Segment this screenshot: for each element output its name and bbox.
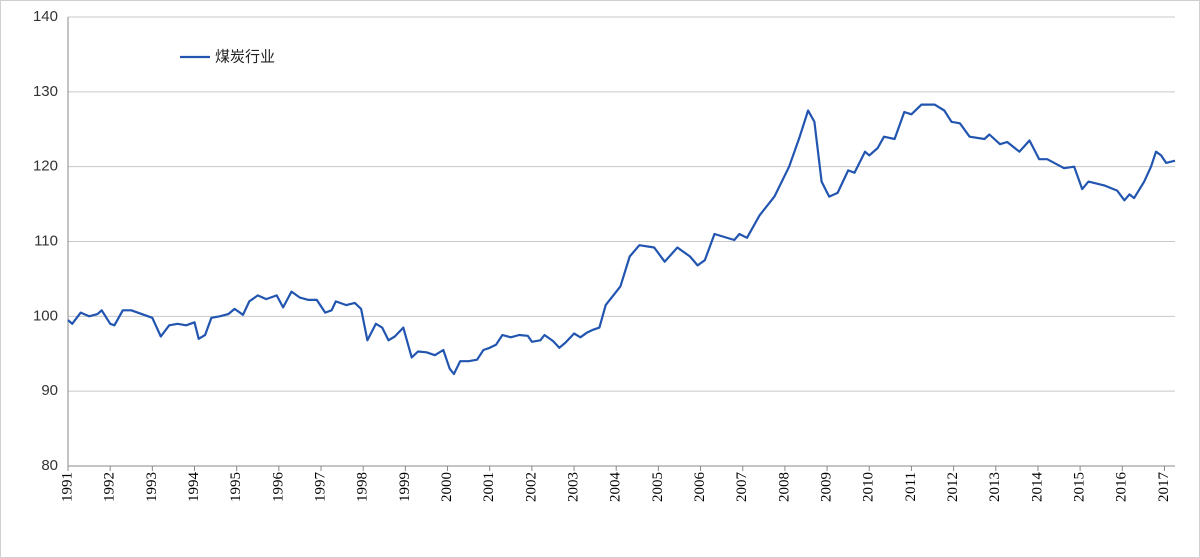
x-tick-label: 1991 <box>59 472 75 502</box>
x-tick-label: 2015 <box>1072 472 1088 502</box>
x-tick-label: 2011 <box>903 472 919 501</box>
x-tick-label: 2010 <box>861 472 877 502</box>
x-tick-label: 2008 <box>776 472 792 502</box>
x-tick-label: 2013 <box>987 472 1003 502</box>
y-tick-label: 110 <box>34 232 58 249</box>
x-tick-label: 1992 <box>102 472 118 502</box>
x-tick-label: 2005 <box>650 472 666 502</box>
y-tick-label: 80 <box>41 457 58 474</box>
x-tick-label: 2001 <box>481 472 497 502</box>
legend-label: 煤炭行业 <box>215 48 275 66</box>
y-tick-label: 140 <box>33 8 58 25</box>
x-tick-label: 1998 <box>355 472 371 502</box>
y-tick-label: 130 <box>33 83 58 100</box>
x-tick-label: 1999 <box>397 472 413 502</box>
x-tick-label: 2003 <box>565 472 581 502</box>
x-tick-label: 1997 <box>312 472 328 503</box>
x-tick-label: 2009 <box>819 472 835 502</box>
x-tick-label: 2006 <box>692 472 708 503</box>
y-tick-label: 120 <box>33 158 58 175</box>
x-tick-label: 2002 <box>523 472 539 502</box>
x-tick-label: 2012 <box>945 472 961 502</box>
x-tick-label: 1996 <box>270 472 286 503</box>
x-tick-label: 1993 <box>144 472 160 502</box>
x-tick-label: 1995 <box>228 472 244 502</box>
x-tick-label: 2017 <box>1156 472 1172 503</box>
x-tick-label: 2000 <box>439 472 455 502</box>
y-tick-label: 90 <box>41 382 58 399</box>
x-tick-label: 2016 <box>1114 472 1130 503</box>
x-tick-label: 2014 <box>1029 472 1045 503</box>
x-tick-label: 1994 <box>186 472 202 503</box>
x-tick-label: 2007 <box>734 472 750 503</box>
data-line <box>67 103 1176 376</box>
y-tick-label: 100 <box>33 307 58 324</box>
x-tick-label: 2004 <box>608 472 624 503</box>
